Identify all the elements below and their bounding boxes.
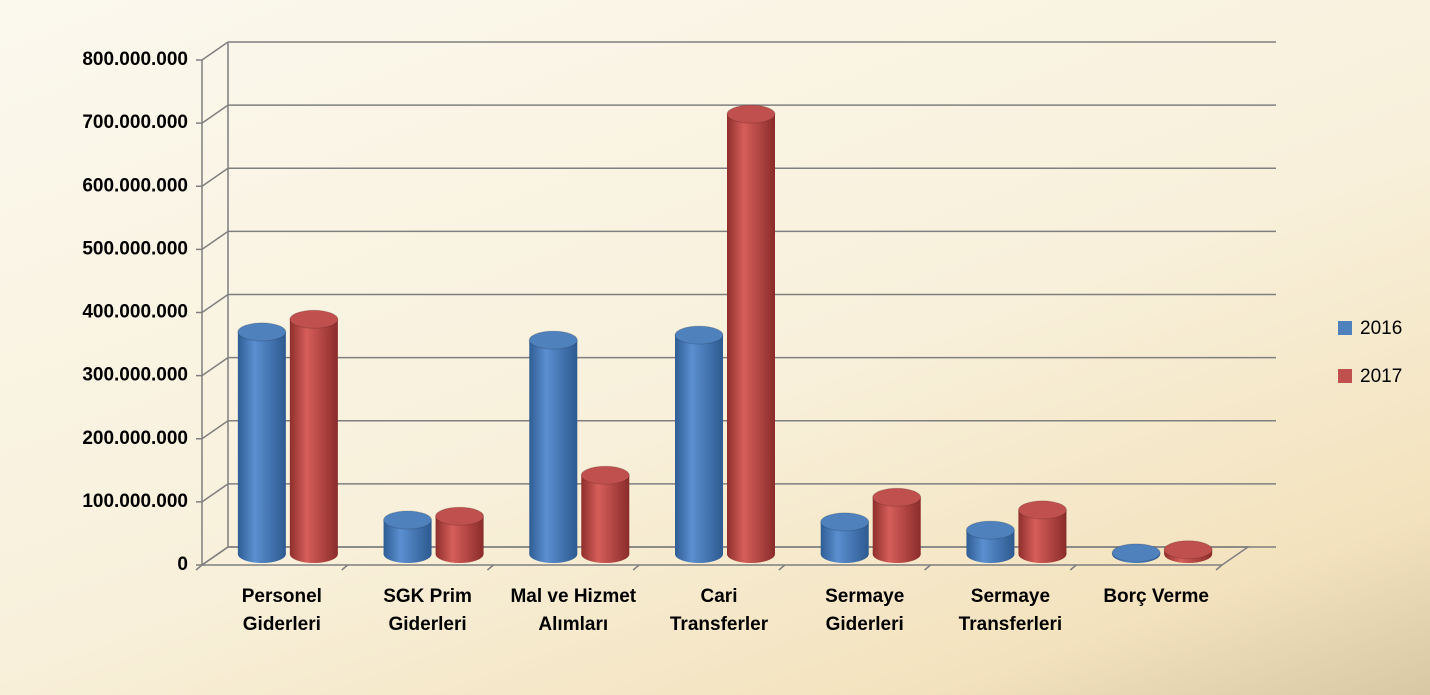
x-tick [1069, 564, 1077, 571]
bar-bottom [529, 545, 578, 563]
bar-body [237, 331, 286, 554]
y-tick-label: 500.000.000 [82, 238, 188, 259]
grid-depth-line [201, 167, 229, 187]
bar [580, 465, 630, 563]
bar-top [528, 330, 578, 350]
bar-top [435, 506, 485, 526]
bar-top [237, 322, 287, 342]
bar-top [820, 512, 870, 532]
grid-depth-line [201, 293, 229, 314]
bar [872, 487, 922, 563]
x-tick [924, 564, 932, 571]
y-tick-label: 100.000.000 [82, 491, 188, 512]
y-tick-label: 0 [177, 554, 188, 575]
bar-bottom [289, 545, 338, 563]
y-tick-label: 600.000.000 [82, 175, 188, 196]
legend-label: 2017 [1360, 366, 1402, 387]
bar [726, 104, 776, 563]
x-tick-label: Sermaye Transferleri [958, 586, 1063, 635]
bar [674, 325, 724, 563]
floor [199, 546, 1251, 566]
y-tick-label: 300.000.000 [82, 365, 188, 386]
bar [1017, 500, 1067, 563]
grid-depth-line [201, 420, 229, 440]
grid-depth-line [201, 104, 229, 124]
x-tick-label: SGK Prim Giderleri [383, 586, 472, 635]
bar-top [289, 309, 339, 329]
bar-top [872, 487, 922, 507]
grid-depth-line [201, 483, 229, 503]
y-tick-label: 700.000.000 [82, 112, 188, 133]
bar-top [383, 510, 433, 530]
bar-bottom [872, 545, 921, 563]
y-tick-label: 800.000.000 [82, 49, 188, 70]
bar-top [1111, 543, 1161, 563]
bar-bottom [966, 545, 1015, 563]
legend-swatch [1338, 369, 1352, 383]
bar-bottom [727, 545, 775, 563]
x-tick [486, 564, 494, 571]
y-tick-label: 400.000.000 [82, 302, 188, 323]
bar [965, 520, 1015, 563]
bar-top [1163, 540, 1213, 560]
legend-label: 2016 [1360, 318, 1402, 339]
bar [1163, 540, 1213, 563]
bar-top [965, 520, 1015, 540]
x-tick-label: Sermaye Giderleri [825, 586, 905, 635]
bar-top [726, 104, 776, 124]
bar [435, 506, 485, 563]
bar-bottom [383, 545, 432, 563]
x-tick [632, 564, 640, 571]
grid-depth-line [201, 357, 229, 377]
bar [237, 322, 287, 563]
x-tick [1215, 564, 1223, 571]
x-tick-label: Mal ve Hizmet Alımları [510, 586, 637, 635]
bar [1111, 543, 1161, 563]
bar-top [1017, 500, 1067, 520]
bar-bottom [675, 545, 723, 563]
bar-bottom [237, 545, 286, 563]
bar-bottom [1018, 545, 1067, 563]
bar-bottom [435, 545, 484, 563]
x-tick [195, 564, 203, 571]
x-tick-label: Borç Verme [1103, 586, 1209, 607]
bar-body [289, 319, 338, 554]
bar [383, 510, 433, 563]
bar-body [727, 114, 775, 554]
bar-top [674, 325, 724, 345]
legend-swatch [1338, 321, 1352, 335]
x-tick [341, 564, 349, 571]
bar-bottom [581, 545, 630, 563]
bar-body [529, 340, 578, 554]
bar [820, 512, 870, 563]
bar [289, 309, 339, 563]
grid-depth-line [201, 41, 229, 61]
bar-body [872, 497, 921, 554]
x-tick-label: Cari Transferler [669, 586, 769, 635]
grid-depth-line [201, 546, 229, 566]
bar-bottom [820, 545, 869, 563]
grid-depth-line [201, 230, 229, 250]
x-tick [778, 564, 786, 571]
bar-body [675, 335, 723, 554]
bar-top [580, 465, 630, 485]
bar [528, 330, 578, 563]
y-tick-label: 200.000.000 [82, 428, 188, 449]
bar-body [581, 475, 630, 554]
x-tick-label: Personel Giderleri [241, 586, 322, 635]
